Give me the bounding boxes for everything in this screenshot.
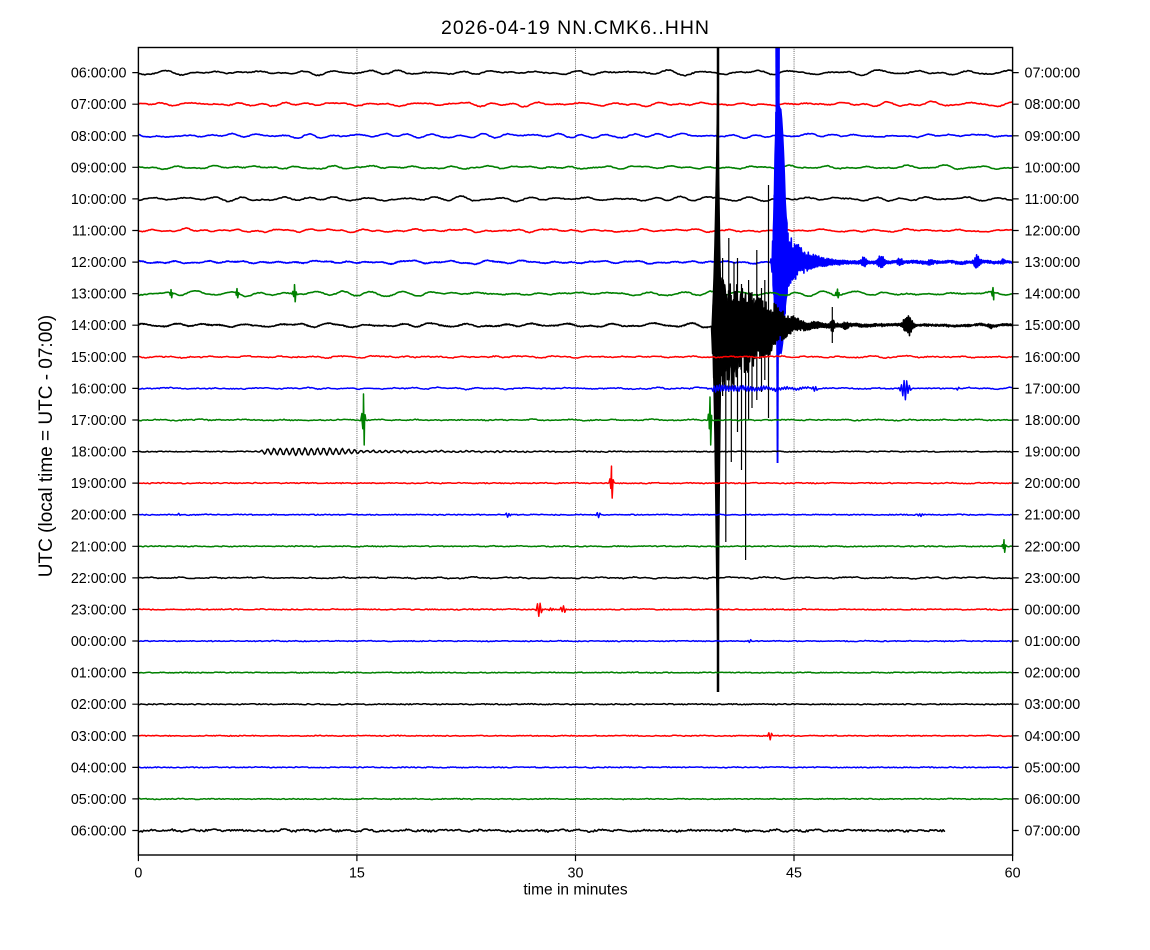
svg-text:04:00:00: 04:00:00 bbox=[1025, 729, 1081, 745]
svg-text:01:00:00: 01:00:00 bbox=[71, 666, 127, 682]
svg-text:13:00:00: 13:00:00 bbox=[71, 287, 127, 303]
svg-text:13:00:00: 13:00:00 bbox=[1025, 255, 1081, 271]
svg-text:08:00:00: 08:00:00 bbox=[71, 129, 127, 145]
svg-text:05:00:00: 05:00:00 bbox=[71, 792, 127, 808]
svg-text:16:00:00: 16:00:00 bbox=[1025, 350, 1081, 366]
svg-text:UTC (local time = UTC - 07:00): UTC (local time = UTC - 07:00) bbox=[36, 315, 57, 577]
svg-text:15:00:00: 15:00:00 bbox=[71, 350, 127, 366]
svg-text:06:00:00: 06:00:00 bbox=[1025, 792, 1081, 808]
svg-text:15:00:00: 15:00:00 bbox=[1025, 318, 1081, 334]
svg-text:17:00:00: 17:00:00 bbox=[1025, 381, 1081, 397]
svg-text:12:00:00: 12:00:00 bbox=[71, 255, 127, 271]
svg-text:11:00:00: 11:00:00 bbox=[1025, 192, 1080, 208]
svg-text:07:00:00: 07:00:00 bbox=[1025, 66, 1081, 82]
svg-text:07:00:00: 07:00:00 bbox=[71, 97, 127, 113]
svg-text:18:00:00: 18:00:00 bbox=[71, 445, 127, 461]
svg-text:23:00:00: 23:00:00 bbox=[1025, 571, 1081, 587]
svg-text:00:00:00: 00:00:00 bbox=[71, 634, 127, 650]
svg-text:time in minutes: time in minutes bbox=[523, 882, 627, 899]
svg-text:01:00:00: 01:00:00 bbox=[1025, 634, 1081, 650]
svg-text:60: 60 bbox=[1005, 866, 1021, 882]
svg-text:02:00:00: 02:00:00 bbox=[71, 697, 127, 713]
svg-text:06:00:00: 06:00:00 bbox=[71, 66, 127, 82]
svg-text:08:00:00: 08:00:00 bbox=[1025, 97, 1081, 113]
svg-text:06:00:00: 06:00:00 bbox=[71, 824, 127, 840]
svg-text:18:00:00: 18:00:00 bbox=[1025, 413, 1081, 429]
svg-text:16:00:00: 16:00:00 bbox=[71, 381, 127, 397]
svg-text:21:00:00: 21:00:00 bbox=[71, 539, 127, 555]
svg-text:12:00:00: 12:00:00 bbox=[1025, 224, 1081, 240]
svg-text:2026-04-19 NN.CMK6..HHN: 2026-04-19 NN.CMK6..HHN bbox=[441, 17, 710, 39]
svg-text:14:00:00: 14:00:00 bbox=[71, 318, 127, 334]
svg-text:05:00:00: 05:00:00 bbox=[1025, 760, 1081, 776]
svg-text:00:00:00: 00:00:00 bbox=[1025, 603, 1081, 619]
svg-text:0: 0 bbox=[134, 866, 142, 882]
svg-text:04:00:00: 04:00:00 bbox=[71, 760, 127, 776]
svg-text:45: 45 bbox=[786, 866, 802, 882]
svg-text:02:00:00: 02:00:00 bbox=[1025, 666, 1081, 682]
svg-text:11:00:00: 11:00:00 bbox=[72, 224, 127, 240]
svg-text:21:00:00: 21:00:00 bbox=[1025, 508, 1081, 524]
svg-text:30: 30 bbox=[568, 866, 584, 882]
svg-text:23:00:00: 23:00:00 bbox=[71, 603, 127, 619]
svg-text:17:00:00: 17:00:00 bbox=[71, 413, 127, 429]
svg-text:22:00:00: 22:00:00 bbox=[1025, 539, 1081, 555]
svg-text:15: 15 bbox=[349, 866, 365, 882]
svg-text:19:00:00: 19:00:00 bbox=[1025, 445, 1081, 461]
svg-text:07:00:00: 07:00:00 bbox=[1025, 824, 1081, 840]
svg-text:19:00:00: 19:00:00 bbox=[71, 476, 127, 492]
svg-text:09:00:00: 09:00:00 bbox=[1025, 129, 1081, 145]
svg-text:14:00:00: 14:00:00 bbox=[1025, 287, 1081, 303]
svg-text:20:00:00: 20:00:00 bbox=[1025, 476, 1081, 492]
svg-text:20:00:00: 20:00:00 bbox=[71, 508, 127, 524]
svg-text:09:00:00: 09:00:00 bbox=[71, 160, 127, 176]
svg-text:10:00:00: 10:00:00 bbox=[71, 192, 127, 208]
svg-text:22:00:00: 22:00:00 bbox=[71, 571, 127, 587]
svg-text:03:00:00: 03:00:00 bbox=[71, 729, 127, 745]
svg-text:03:00:00: 03:00:00 bbox=[1025, 697, 1081, 713]
svg-text:10:00:00: 10:00:00 bbox=[1025, 160, 1081, 176]
